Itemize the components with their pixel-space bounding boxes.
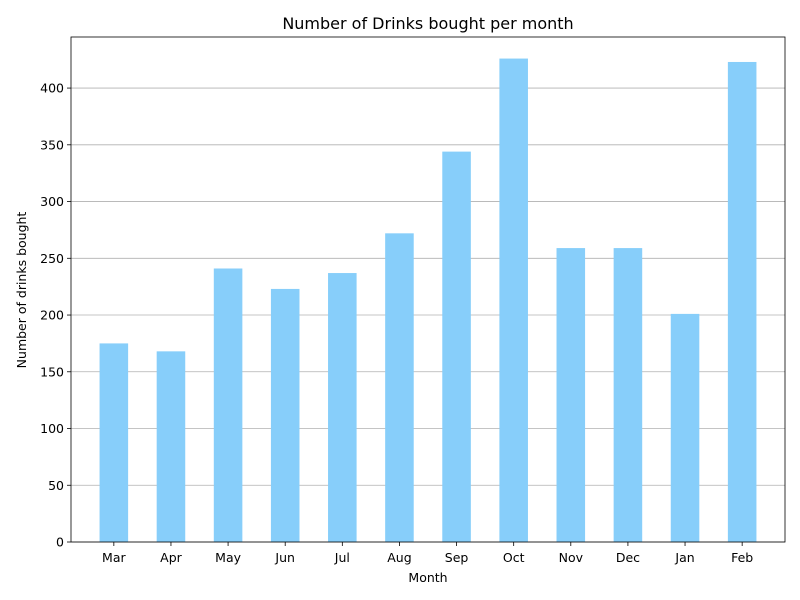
x-tick-label: Mar (102, 550, 126, 565)
gridlines (71, 87, 785, 543)
x-tick-label: Nov (559, 550, 584, 565)
bar (385, 233, 414, 542)
x-tick-label: Feb (731, 550, 753, 565)
chart-title: Number of Drinks bought per month (282, 14, 573, 33)
bar (613, 248, 643, 542)
x-tick-label: Jul (334, 550, 350, 565)
y-tick-label: 350 (40, 137, 64, 152)
bar (727, 61, 757, 542)
y-tick-label: 50 (48, 478, 64, 493)
x-tick-label: Sep (445, 550, 469, 565)
bar (328, 273, 357, 542)
y-tick-label: 150 (40, 364, 64, 379)
x-tick-label: May (215, 550, 241, 565)
bar (99, 343, 129, 542)
y-tick-label: 0 (56, 535, 64, 550)
x-tick-label: Aug (387, 550, 411, 565)
plot-frame (70, 36, 786, 543)
bars (99, 58, 757, 542)
x-tick-label: Jan (674, 550, 694, 565)
bar (556, 248, 586, 542)
y-tick-label: 400 (40, 81, 64, 96)
bar (270, 288, 300, 542)
y-tick-label: 300 (40, 194, 64, 209)
bar (213, 268, 243, 542)
x-tick-label: Oct (503, 550, 525, 565)
bar (670, 313, 700, 542)
x-tick-label: Dec (616, 550, 640, 565)
x-axis: Mar Apr May Jun Jul Aug Sep Oct Nov Dec Jan Feb (102, 542, 753, 565)
x-tick-label: Apr (160, 550, 182, 565)
y-axis-label: Number of drinks bought (14, 212, 29, 369)
y-tick-label: 100 (40, 421, 64, 436)
bar (499, 58, 528, 542)
y-axis: 0 50 100 150 200 250 300 350 400 (40, 81, 71, 550)
y-tick-label: 250 (40, 251, 64, 266)
x-axis-label: Month (408, 570, 447, 585)
bar (442, 151, 471, 542)
x-tick-label: Jun (274, 550, 295, 565)
y-tick-label: 200 (40, 308, 64, 323)
bar (156, 351, 186, 542)
